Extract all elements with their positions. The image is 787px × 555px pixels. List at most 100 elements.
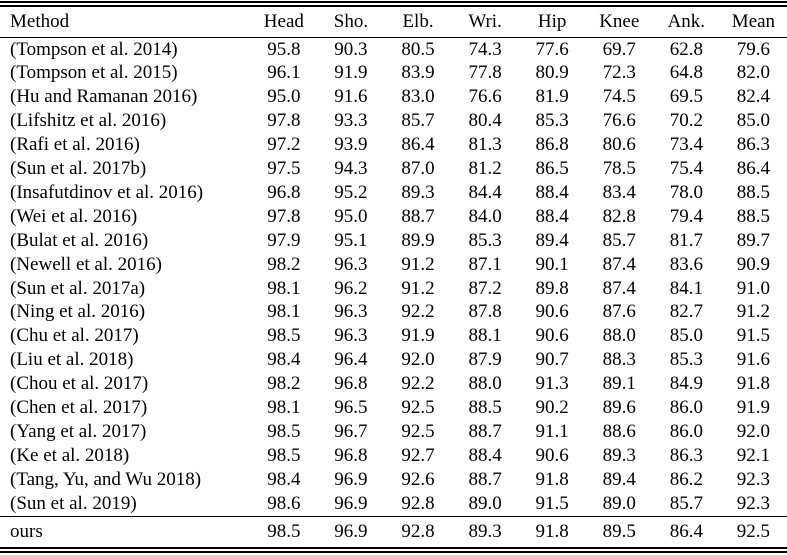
value-cell: 80.5 [401, 38, 435, 60]
table-row: (Chou et al. 2017) 98.2 96.8 92.2 88.0 91.3 89… [0, 372, 787, 396]
method-cell: (Liu et al. 2018) [10, 349, 134, 371]
value-cell: 95.2 [334, 181, 368, 203]
value-cell: 85.3 [535, 110, 569, 132]
value-cell: 90.6 [535, 444, 569, 466]
value-cell: 98.6 [267, 492, 301, 514]
column-header-hip: Hip [537, 10, 567, 32]
value-cell: 74.3 [468, 38, 502, 60]
value-cell: 90.6 [535, 301, 569, 323]
value-cell: 85.7 [669, 492, 703, 514]
value-cell: 70.2 [669, 110, 703, 132]
ours-value-cell: 89.5 [602, 520, 636, 542]
value-cell: 87.4 [602, 277, 636, 299]
column-header-sho: Sho. [333, 10, 369, 32]
value-cell: 92.8 [401, 492, 435, 514]
value-cell: 88.7 [401, 205, 435, 227]
value-cell: 80.6 [602, 134, 636, 156]
value-cell: 82.4 [736, 86, 771, 108]
table-row: (Sun et al. 2019) 98.6 96.9 92.8 89.0 91.5 89.… [0, 492, 787, 516]
value-cell: 84.1 [669, 277, 703, 299]
value-cell: 97.2 [267, 134, 301, 156]
value-cell: 97.8 [267, 110, 301, 132]
table-row: (Rafi et al. 2016) 97.2 93.9 86.4 81.3 86.8 80… [0, 133, 787, 157]
value-cell: 86.0 [669, 421, 703, 442]
value-cell: 91.6 [334, 86, 368, 108]
value-cell: 85.0 [736, 110, 771, 132]
value-cell: 91.8 [535, 468, 569, 490]
method-cell: (Tang, Yu, and Wu 2018) [10, 468, 202, 490]
value-cell: 96.8 [334, 373, 368, 395]
value-cell: 89.9 [401, 229, 435, 251]
value-cell: 82.7 [669, 301, 703, 323]
column-header-ank: Ank. [667, 10, 706, 32]
value-cell: 77.6 [535, 38, 569, 60]
value-cell: 87.8 [468, 301, 502, 323]
table-row: (Wei et al. 2016) 97.8 95.0 88.7 84.0 88.4 82.… [0, 205, 787, 229]
table-row: (Ning et al. 2016) 98.1 96.3 92.2 87.8 90.6 87… [0, 300, 787, 324]
value-cell: 84.4 [468, 181, 502, 203]
method-cell: (Chu et al. 2017) [10, 325, 139, 347]
table-row: (Insafutdinov et al. 2016) 96.8 95.2 89.3 84… [0, 181, 787, 205]
value-cell: 97.5 [267, 158, 301, 180]
value-cell: 89.7 [736, 229, 771, 251]
value-cell: 87.6 [602, 301, 636, 323]
method-cell: (Sun et al. 2017a) [10, 277, 146, 299]
value-cell: 91.0 [736, 277, 771, 299]
column-header-elb: Elb. [402, 10, 434, 32]
value-cell: 82.0 [736, 62, 771, 84]
value-cell: 91.9 [334, 62, 368, 84]
value-cell: 87.0 [401, 158, 435, 180]
value-cell: 87.2 [468, 277, 502, 299]
value-cell: 88.1 [468, 325, 502, 347]
value-cell: 98.1 [267, 277, 301, 299]
value-cell: 88.4 [535, 205, 569, 227]
value-cell: 96.1 [267, 62, 301, 84]
method-cell: (Wei et al. 2016) [10, 205, 138, 227]
value-cell: 91.9 [401, 325, 435, 347]
value-cell: 85.3 [468, 229, 502, 251]
value-cell: 88.0 [468, 373, 502, 395]
value-cell: 90.6 [535, 325, 569, 347]
table-header: Method Head Sho. Elb. Wri. Hip Knee Ank. Mean [0, 7, 787, 37]
value-cell: 95.0 [334, 205, 368, 227]
value-cell: 98.5 [267, 421, 301, 442]
value-cell: 92.2 [401, 301, 435, 323]
table-footer: ours 98.5 96.9 92.8 89.3 91.8 89.5 86.4 92.5 [0, 516, 787, 547]
value-cell: 97.9 [267, 229, 301, 251]
method-cell: (Sun et al. 2017b) [10, 158, 147, 180]
value-cell: 98.2 [267, 253, 301, 275]
column-header-method: Method [10, 10, 70, 32]
value-cell: 81.7 [669, 229, 703, 251]
value-cell: 87.1 [468, 253, 502, 275]
ours-value-cell: 92.8 [401, 520, 435, 542]
value-cell: 92.5 [401, 397, 435, 419]
value-cell: 72.3 [602, 62, 636, 84]
ours-value-cell: 89.3 [468, 520, 502, 542]
method-cell: (Insafutdinov et al. 2016) [10, 181, 204, 203]
ours-row: ours 98.5 96.9 92.8 89.3 91.8 89.5 86.4 92.5 [0, 516, 787, 547]
column-header-wri: Wri. [468, 10, 502, 32]
value-cell: 95.8 [267, 38, 301, 60]
value-cell: 81.2 [468, 158, 502, 180]
value-cell: 89.3 [401, 181, 435, 203]
value-cell: 96.7 [334, 421, 368, 442]
value-cell: 95.0 [267, 86, 301, 108]
value-cell: 88.5 [736, 181, 771, 203]
value-cell: 96.8 [334, 444, 368, 466]
method-cell: (Newell et al. 2016) [10, 253, 162, 275]
value-cell: 92.6 [401, 468, 435, 490]
method-cell: (Bulat et al. 2016) [10, 229, 149, 251]
value-cell: 91.8 [736, 373, 771, 395]
value-cell: 84.9 [669, 373, 703, 395]
value-cell: 88.5 [468, 397, 502, 419]
value-cell: 92.2 [401, 373, 435, 395]
value-cell: 92.1 [736, 444, 771, 466]
value-cell: 96.8 [267, 181, 301, 203]
value-cell: 89.0 [468, 492, 502, 514]
value-cell: 90.9 [736, 253, 771, 275]
ours-value-cell: 92.5 [736, 520, 771, 542]
method-cell: (Sun et al. 2019) [10, 492, 137, 514]
value-cell: 97.8 [267, 205, 301, 227]
value-cell: 86.0 [669, 397, 703, 419]
